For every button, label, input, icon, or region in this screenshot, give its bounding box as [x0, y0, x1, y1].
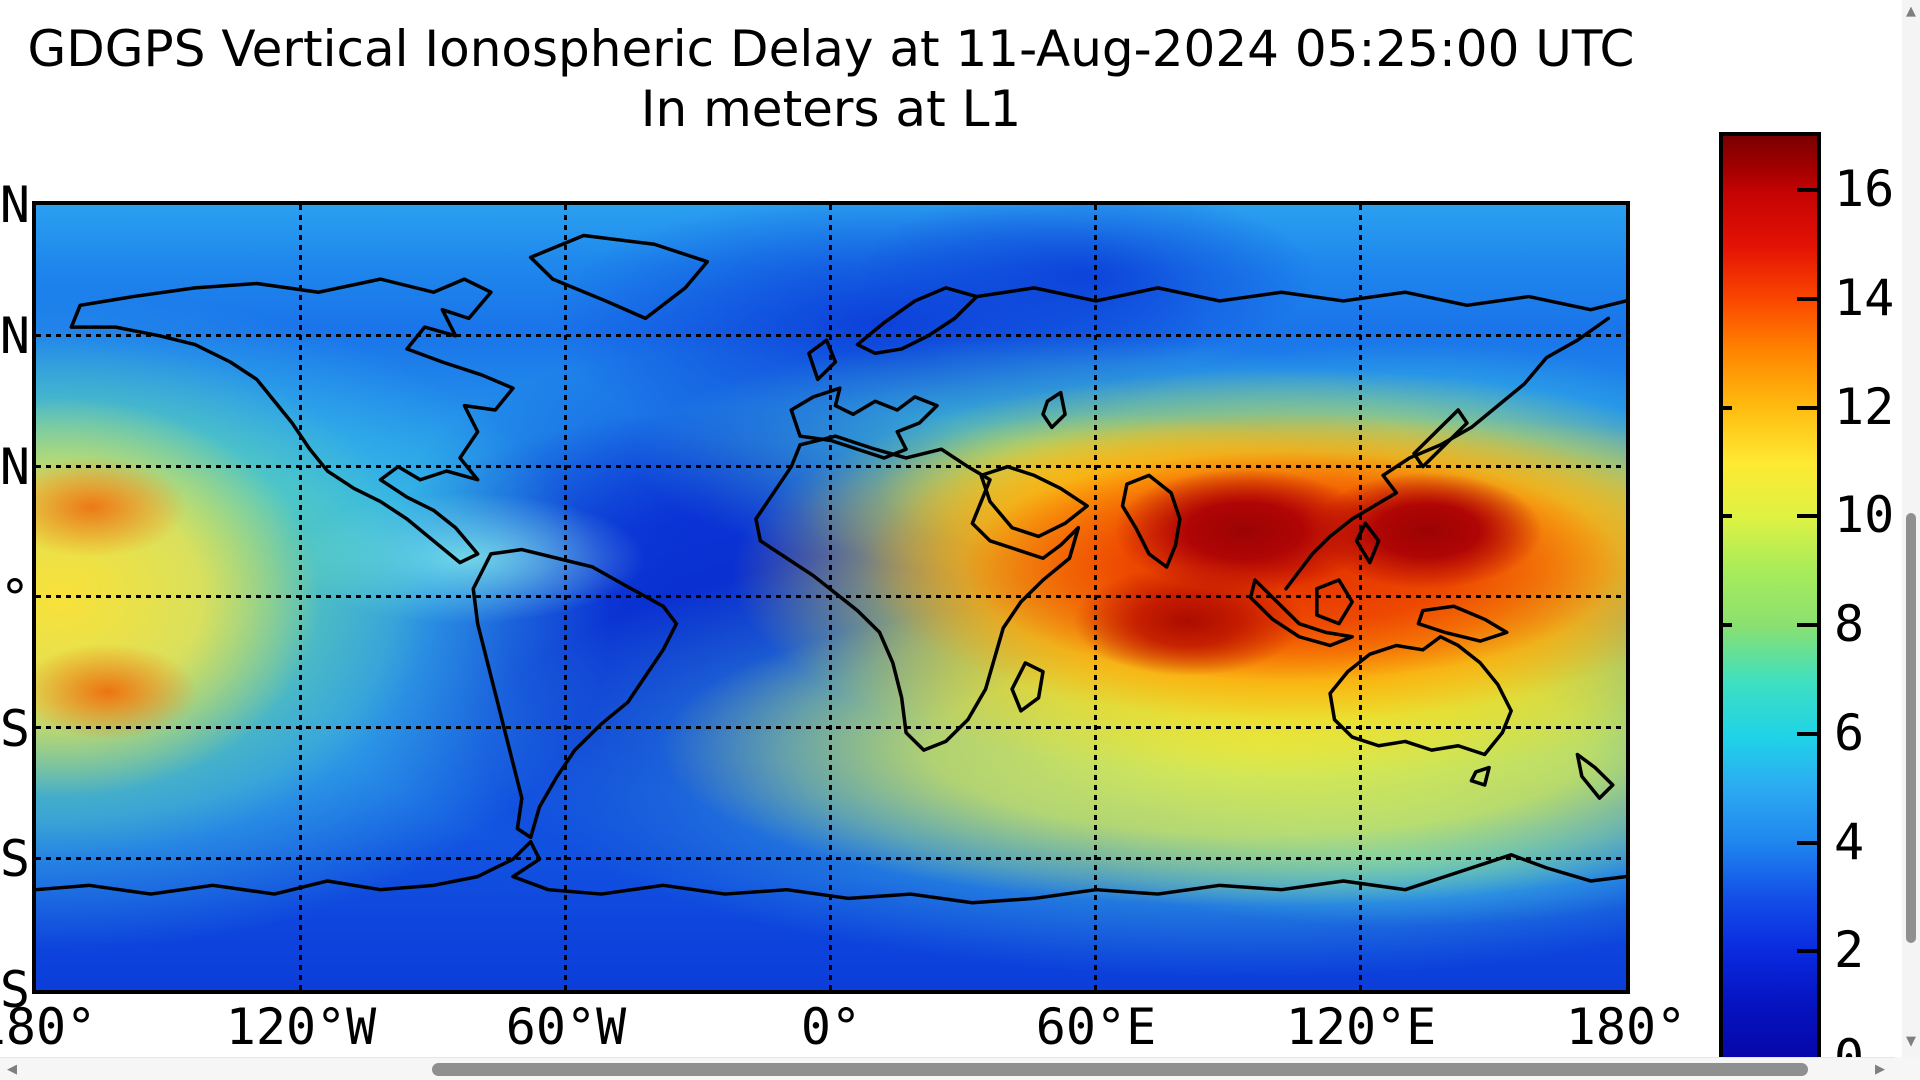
colorbar-tick-6 [1797, 732, 1817, 736]
lon-tick-label-120e: 120°E [1285, 998, 1437, 1056]
scroll-left-icon[interactable]: ◀ [7, 1062, 17, 1077]
colorbar-tick-left-8 [1723, 623, 1732, 627]
colorbar-label-10: 10 [1834, 486, 1895, 544]
lon-tick-label-60e: 60°E [1035, 998, 1157, 1056]
coastline-greenland [528, 233, 710, 321]
colorbar-tick-12 [1797, 406, 1817, 410]
lat-tick-label-90s: 90°S [0, 961, 30, 1019]
colorbar-label-12: 12 [1834, 378, 1895, 436]
lon-tick-label-180w: 180° [0, 998, 97, 1056]
scrollbar-corner [1895, 1057, 1920, 1080]
coastline-asia-arctic [974, 286, 1626, 312]
lon-tick-label-180e: 180° [1565, 998, 1687, 1056]
colorbar-tick-left-10 [1723, 514, 1732, 518]
colorbar-label-14: 14 [1834, 269, 1895, 327]
coastline-europe-iberia [789, 386, 939, 460]
colorbar-label-2: 2 [1834, 921, 1865, 979]
ionospheric-delay-map [32, 201, 1630, 994]
coastline-borneo [1315, 578, 1354, 626]
gridline-lat-60n [36, 334, 1626, 337]
lon-tick-label-60w: 60°W [505, 998, 627, 1056]
lat-tick-label-30n: 30°N [0, 438, 30, 496]
colorbar-tick-2 [1797, 949, 1817, 953]
colorbar-tick-16 [1797, 188, 1817, 192]
coastline-antarctica [36, 839, 1626, 905]
coastline-australia [1328, 635, 1513, 757]
scroll-right-icon[interactable]: ▶ [1875, 1062, 1885, 1077]
coastline-tasmania [1469, 765, 1491, 787]
colorbar-tick-14 [1797, 297, 1817, 301]
coastline-asia-east [1284, 316, 1611, 591]
scroll-down-icon[interactable]: ▼ [1906, 1034, 1916, 1049]
lat-tick-label-90n: 90°N [0, 176, 30, 234]
horizontal-scrollbar-thumb[interactable] [432, 1063, 1808, 1076]
colorbar-tick-10 [1797, 514, 1817, 518]
colorbar-label-8: 8 [1834, 595, 1865, 653]
coastline-arabia [979, 464, 1089, 539]
gridline-lat-30s [36, 726, 1626, 729]
gridline-lat-0 [36, 595, 1626, 598]
coastline-africa [754, 434, 1081, 752]
colorbar-tick-4 [1797, 841, 1817, 845]
lon-tick-label-120w: 120°W [225, 998, 377, 1056]
colorbar-tick-left-12 [1723, 406, 1732, 410]
lat-tick-label-0: 0° [0, 569, 30, 627]
coastline-caspian-sea [1041, 390, 1067, 430]
coastline-madagascar [1010, 661, 1045, 713]
coastline-new-guinea [1416, 604, 1509, 643]
vertical-scrollbar-thumb[interactable] [1906, 513, 1916, 943]
colorbar-tick-8 [1797, 623, 1817, 627]
scroll-up-icon[interactable]: ▲ [1906, 4, 1916, 19]
coastline-north-america [69, 277, 515, 565]
colorbar-label-16: 16 [1834, 160, 1895, 218]
coastline-new-zealand [1575, 752, 1615, 800]
coastline-south-america [471, 547, 679, 840]
lat-tick-label-60n: 60°N [0, 307, 30, 365]
lat-tick-label-60s: 60°S [0, 830, 30, 888]
vertical-scrollbar[interactable]: ▲ ▼ [1902, 0, 1920, 1057]
lat-tick-label-30s: 30°S [0, 700, 30, 758]
gridline-lat-60s [36, 857, 1626, 860]
coastline-india [1120, 473, 1182, 569]
coastline-british-isles [807, 338, 838, 382]
colorbar [1719, 132, 1821, 1064]
coastline-scandinavia [855, 286, 979, 356]
coastlines-overlay [36, 233, 1626, 905]
chart-title: GDGPS Vertical Ionospheric Delay at 11-A… [27, 20, 1635, 78]
coastline-sumatra-java [1248, 578, 1354, 648]
chart-subtitle: In meters at L1 [640, 80, 1022, 138]
colorbar-label-4: 4 [1834, 813, 1865, 871]
colorbar-label-6: 6 [1834, 704, 1865, 762]
gridline-lat-30n [36, 465, 1626, 468]
coastline-japan [1412, 408, 1469, 469]
lon-tick-label-0: 0° [800, 998, 862, 1056]
horizontal-scrollbar[interactable]: ◀ ▶ [0, 1057, 1895, 1080]
